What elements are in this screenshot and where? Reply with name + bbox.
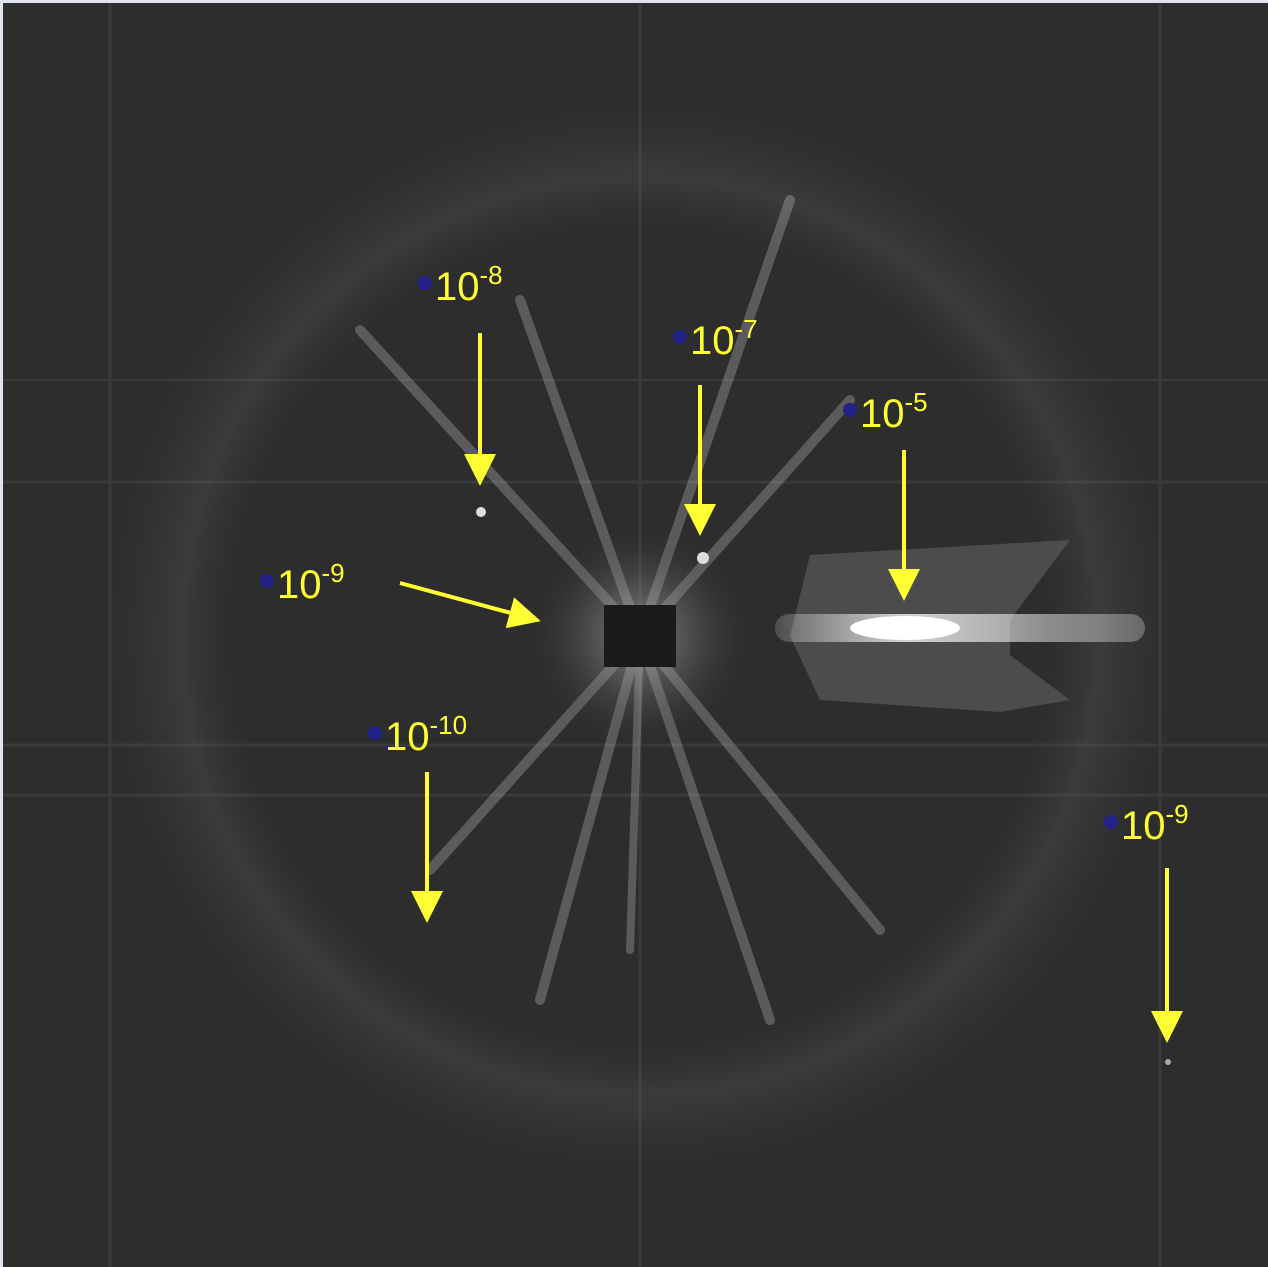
label-base: 10	[277, 563, 322, 607]
marker-dot	[418, 276, 432, 290]
occulter	[604, 605, 676, 667]
planet	[697, 552, 709, 564]
marker-dot	[673, 330, 687, 344]
marker-dot	[260, 574, 274, 588]
label-exponent: -9	[1166, 799, 1189, 829]
label-exponent: -9	[322, 558, 345, 588]
label-base: 10	[690, 319, 735, 363]
label-base: 10	[385, 715, 430, 759]
label-exponent: -8	[480, 260, 503, 290]
companion-core	[850, 616, 960, 640]
label-base: 10	[860, 392, 905, 436]
planet	[1165, 1059, 1171, 1065]
label-exponent: -7	[735, 314, 758, 344]
marker-dot	[1104, 815, 1118, 829]
page: 10-8 10-7 10-5 10-9 10-10 10-9 (() => { …	[0, 0, 1268, 1267]
label-exponent: -5	[905, 387, 928, 417]
image: 10-8 10-7 10-5 10-9 10-10 10-9	[0, 0, 1268, 1267]
label-base: 10	[1121, 804, 1166, 848]
planet	[476, 507, 486, 517]
label-exponent: -10	[430, 710, 468, 740]
marker-dot	[843, 403, 857, 417]
marker-dot	[368, 726, 382, 740]
label-base: 10	[435, 265, 480, 309]
